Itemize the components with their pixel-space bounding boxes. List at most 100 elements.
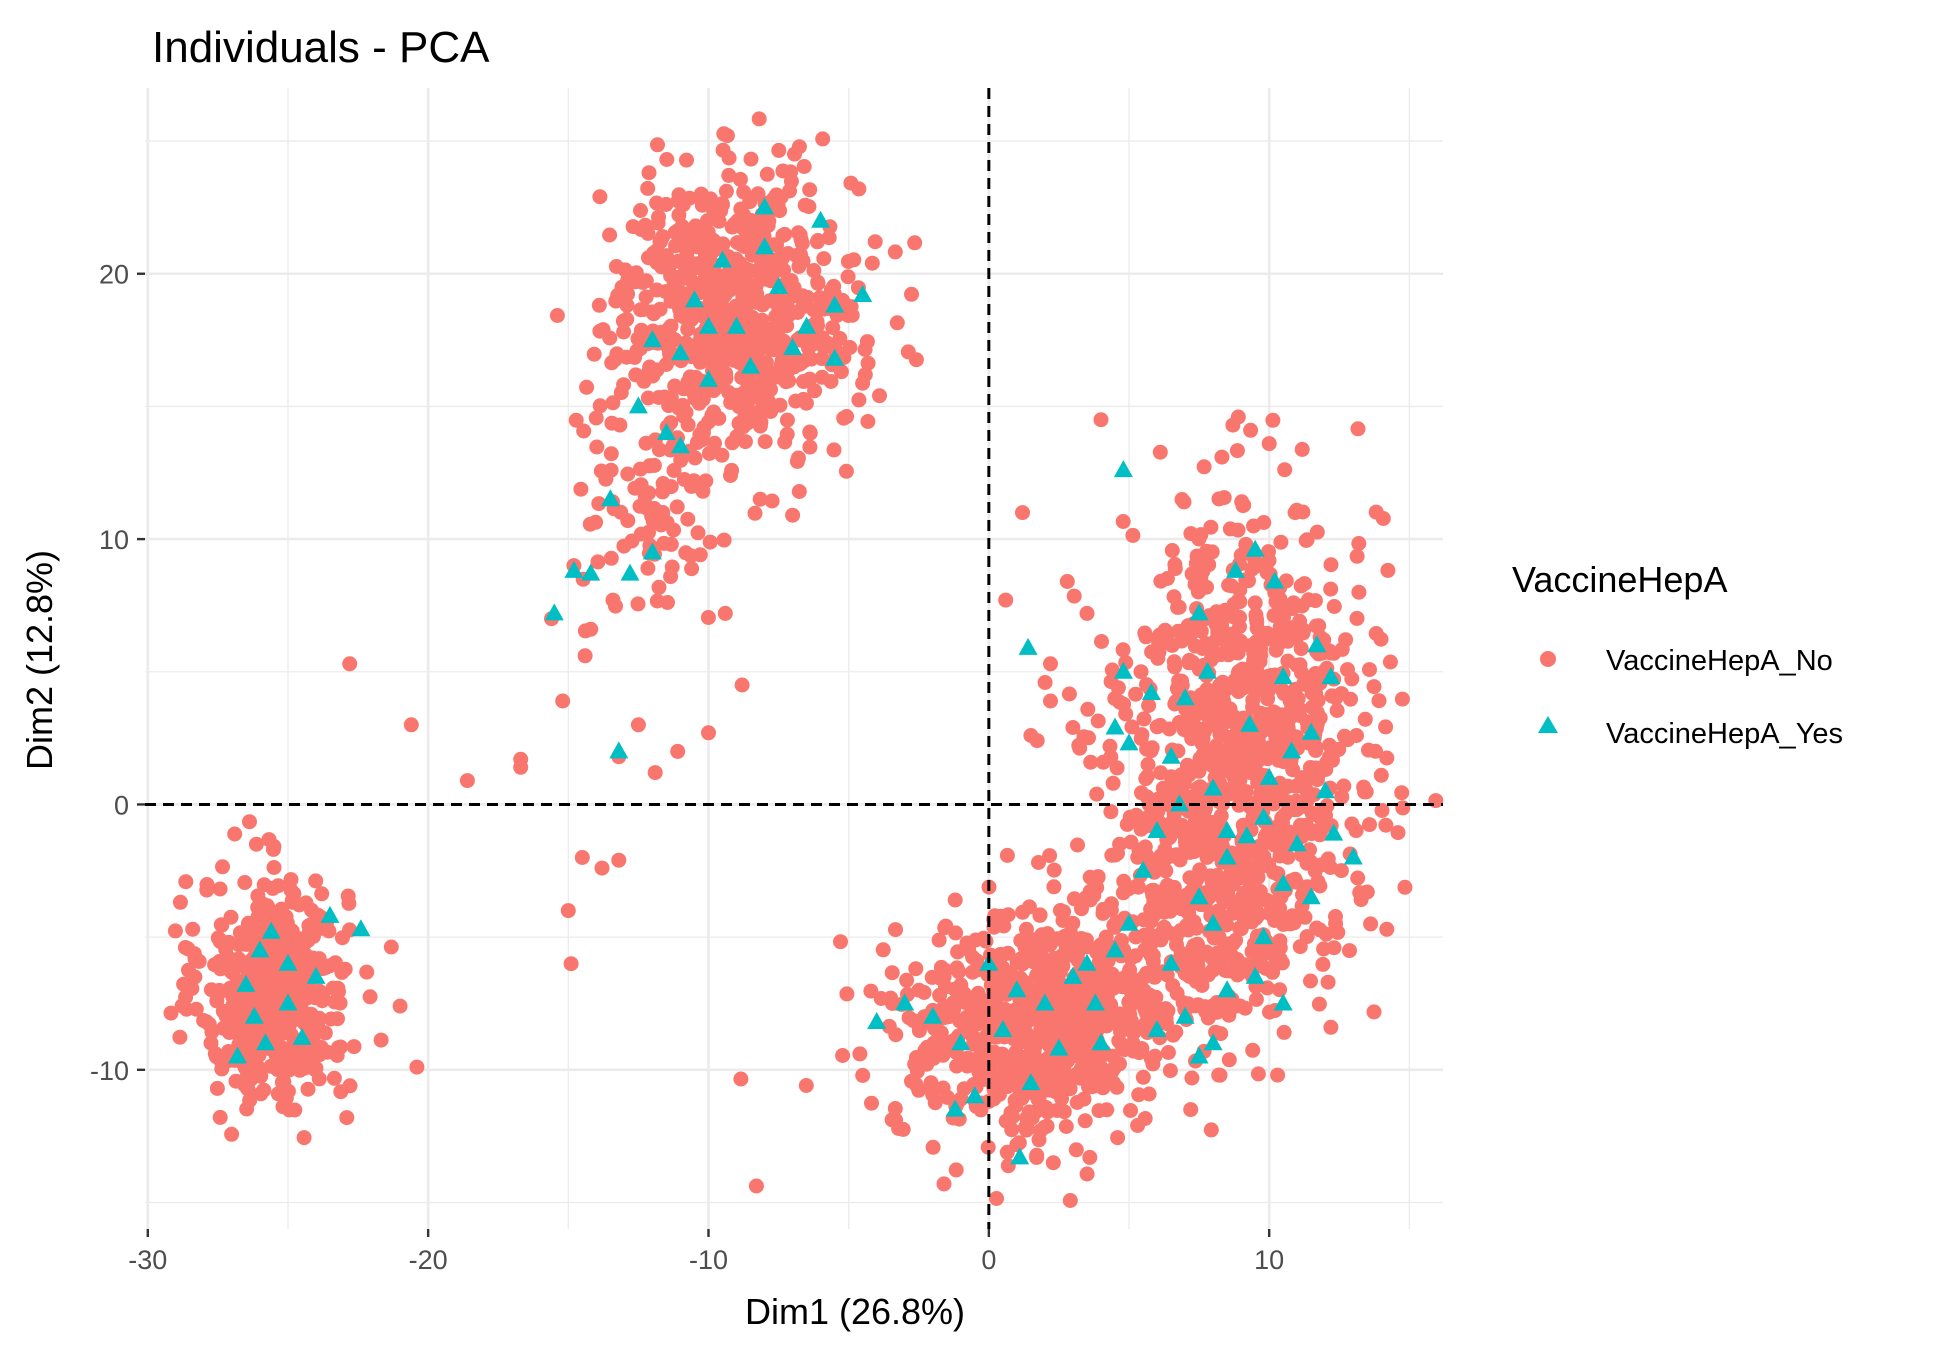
point-vaccinehepa-no (1003, 1105, 1019, 1121)
point-vaccinehepa-yes (1161, 746, 1181, 764)
point-vaccinehepa-no (1107, 691, 1123, 706)
point-vaccinehepa-no (802, 424, 818, 440)
point-vaccinehepa-no (1331, 741, 1347, 757)
point-vaccinehepa-no (680, 511, 696, 527)
point-vaccinehepa-yes (811, 210, 831, 228)
point-vaccinehepa-no (1043, 656, 1058, 672)
point-vaccinehepa-no (1125, 527, 1141, 543)
point-vaccinehepa-yes (1105, 717, 1125, 735)
point-vaccinehepa-no (592, 189, 608, 205)
point-vaccinehepa-no (1136, 711, 1152, 727)
point-vaccinehepa-yes (1147, 821, 1167, 838)
point-vaccinehepa-no (215, 1003, 231, 1019)
point-vaccinehepa-no (844, 307, 860, 323)
point-vaccinehepa-no (1213, 958, 1229, 974)
point-vaccinehepa-no (1320, 974, 1336, 990)
point-vaccinehepa-no (1080, 701, 1096, 717)
point-vaccinehepa-no (1104, 662, 1120, 678)
point-vaccinehepa-no (747, 505, 763, 521)
point-vaccinehepa-yes (1010, 1147, 1030, 1165)
point-vaccinehepa-no (761, 213, 777, 229)
point-vaccinehepa-no (334, 964, 350, 980)
point-vaccinehepa-no (579, 379, 595, 395)
point-vaccinehepa-no (764, 321, 779, 337)
point-vaccinehepa-no (632, 461, 648, 477)
point-vaccinehepa-yes (1273, 993, 1293, 1011)
point-vaccinehepa-no (936, 1176, 952, 1192)
point-vaccinehepa-no (1230, 645, 1246, 661)
point-vaccinehepa-no (639, 368, 655, 384)
point-vaccinehepa-no (950, 944, 966, 960)
point-vaccinehepa-no (717, 605, 733, 621)
point-vaccinehepa-yes (867, 1012, 887, 1029)
point-vaccinehepa-yes (1315, 781, 1335, 799)
point-vaccinehepa-yes (1170, 794, 1189, 812)
point-vaccinehepa-no (1234, 494, 1250, 510)
point-vaccinehepa-no (1034, 927, 1050, 943)
point-vaccinehepa-no (724, 435, 740, 451)
point-vaccinehepa-no (1256, 674, 1272, 690)
point-vaccinehepa-no (660, 595, 675, 610)
point-vaccinehepa-no (1049, 1103, 1065, 1118)
point-vaccinehepa-no (560, 903, 576, 919)
point-vaccinehepa-yes (1217, 980, 1237, 998)
point-vaccinehepa-no (1089, 786, 1105, 802)
point-vaccinehepa-no (1307, 593, 1323, 609)
point-vaccinehepa-no (802, 371, 818, 387)
point-vaccinehepa-no (1323, 1019, 1339, 1035)
point-vaccinehepa-no (851, 392, 867, 408)
point-vaccinehepa-no (1266, 894, 1282, 910)
point-vaccinehepa-yes (685, 290, 704, 308)
point-vaccinehepa-no (563, 956, 579, 972)
point-vaccinehepa-no (687, 281, 703, 297)
point-vaccinehepa-no (1276, 609, 1291, 625)
point-vaccinehepa-no (602, 227, 618, 243)
point-vaccinehepa-no (663, 569, 679, 585)
point-vaccinehepa-no (716, 321, 732, 337)
point-vaccinehepa-no (314, 886, 330, 902)
point-vaccinehepa-no (803, 351, 819, 367)
point-vaccinehepa-no (702, 534, 718, 550)
point-vaccinehepa-yes (797, 316, 817, 334)
point-vaccinehepa-no (240, 927, 255, 943)
point-vaccinehepa-no (633, 526, 649, 542)
point-vaccinehepa-no (1026, 1011, 1042, 1027)
point-vaccinehepa-no (1315, 956, 1331, 972)
y-tick-label: 0 (114, 790, 129, 820)
point-vaccinehepa-no (1303, 973, 1318, 989)
point-vaccinehepa-no (810, 318, 825, 334)
point-vaccinehepa-no (244, 990, 259, 1006)
point-vaccinehepa-yes (656, 423, 676, 440)
point-vaccinehepa-no (1135, 1019, 1151, 1034)
point-vaccinehepa-no (695, 425, 711, 441)
point-vaccinehepa-yes (600, 489, 620, 507)
point-vaccinehepa-no (669, 499, 685, 515)
point-vaccinehepa-no (757, 434, 773, 450)
point-vaccinehepa-no (1115, 514, 1131, 529)
point-vaccinehepa-no (1280, 653, 1296, 669)
point-vaccinehepa-no (1110, 1130, 1126, 1146)
point-vaccinehepa-no (184, 981, 200, 996)
point-vaccinehepa-yes (278, 953, 298, 971)
point-vaccinehepa-no (716, 126, 732, 142)
point-vaccinehepa-no (1221, 577, 1237, 593)
point-vaccinehepa-no (590, 554, 606, 570)
point-vaccinehepa-no (1177, 965, 1193, 981)
point-vaccinehepa-no (1042, 848, 1058, 864)
point-vaccinehepa-no (1083, 754, 1099, 770)
point-vaccinehepa-no (339, 1110, 355, 1126)
point-vaccinehepa-no (875, 942, 891, 958)
series-vaccinehepa-no (163, 111, 1444, 1208)
point-vaccinehepa-no (953, 977, 969, 993)
point-vaccinehepa-no (605, 395, 621, 411)
point-vaccinehepa-no (771, 142, 787, 158)
point-vaccinehepa-no (1390, 825, 1406, 841)
point-vaccinehepa-no (1168, 930, 1184, 945)
point-vaccinehepa-no (810, 275, 826, 291)
point-vaccinehepa-no (341, 895, 357, 911)
point-vaccinehepa-no (1276, 686, 1292, 702)
reference-lines (145, 88, 1443, 1229)
point-vaccinehepa-no (670, 743, 686, 759)
point-vaccinehepa-yes (1301, 722, 1321, 740)
point-vaccinehepa-no (1207, 648, 1223, 664)
